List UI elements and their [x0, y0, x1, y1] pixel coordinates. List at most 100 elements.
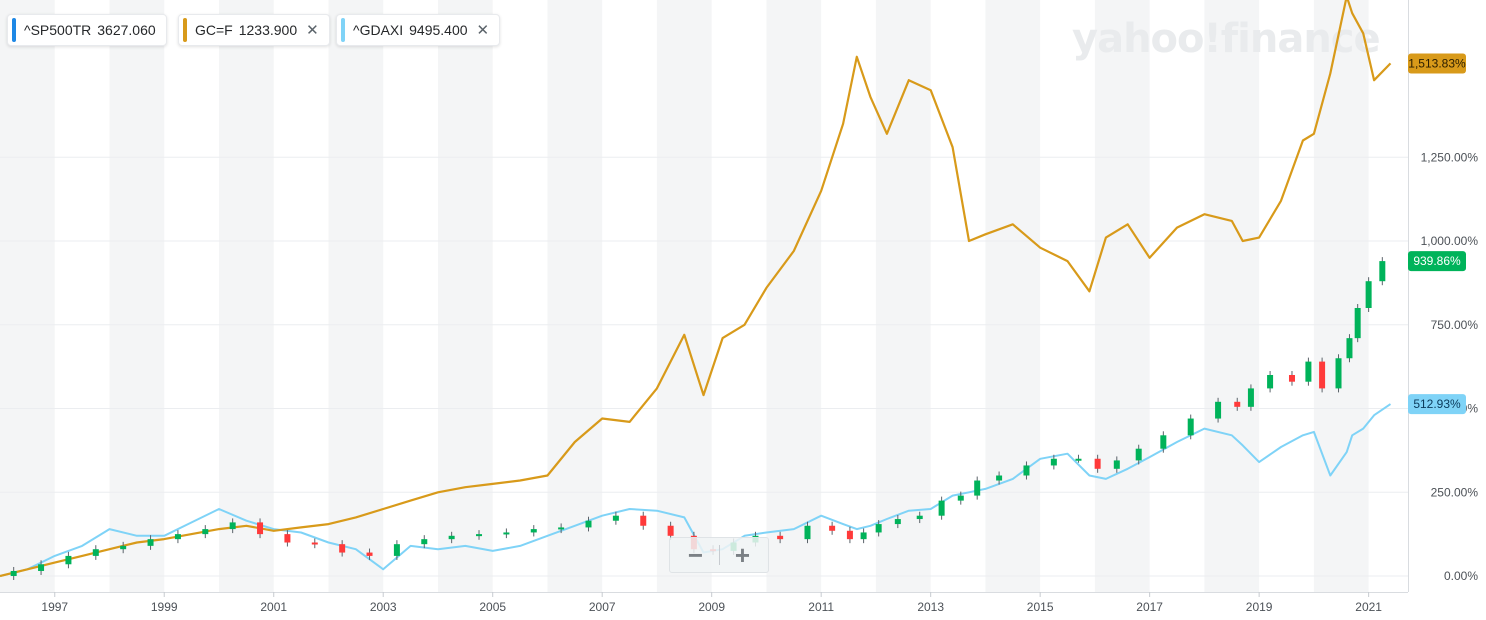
sp500tr-candle: [530, 529, 537, 533]
sp500tr-candle: [92, 549, 99, 556]
sp500tr-candle: [957, 495, 964, 501]
year-band: [985, 0, 1041, 592]
x-tick-label: 2007: [589, 600, 616, 614]
sp500tr-candle: [894, 519, 901, 525]
sp500tr-candle: [1023, 465, 1030, 476]
gcf-last-label: 1,513.83%: [1408, 56, 1466, 70]
x-tick-label: 2003: [370, 600, 397, 614]
x-tick-label: 2015: [1027, 600, 1054, 614]
x-tick-label: 2011: [808, 600, 834, 614]
sp500tr-candle: [667, 525, 674, 536]
legend-symbol: ^SP500TR: [24, 22, 92, 38]
legend-item-gdaxi[interactable]: ^GDAXI 9495.400 ✕: [336, 14, 501, 46]
sp500tr-candle: [1346, 338, 1353, 359]
sp500tr-candle: [448, 535, 455, 540]
x-tick-label: 2019: [1246, 600, 1273, 614]
sp500tr-candle: [1319, 361, 1326, 389]
sp500tr-candle: [202, 529, 209, 535]
sp500tr-candle: [974, 480, 981, 496]
x-tick-label: 2009: [698, 600, 725, 614]
x-tick-label: 2021: [1355, 600, 1382, 614]
sp500tr-candle: [1075, 458, 1082, 461]
y-tick-label: 0.00%: [1444, 569, 1478, 583]
gcf-line: [0, 0, 1392, 578]
y-tick-label: 1,250.00%: [1421, 150, 1479, 164]
sp500tr-candle: [229, 522, 236, 530]
sp500tr-candle: [1288, 375, 1295, 382]
sp500tr-candle: [147, 539, 154, 546]
year-band: [766, 0, 822, 592]
sp500tr-candle: [1094, 458, 1101, 469]
sp500tr-candle: [1354, 308, 1361, 339]
y-tick-label: 1,000.00%: [1421, 234, 1479, 248]
year-band: [656, 0, 712, 592]
sp500tr-candle: [612, 515, 619, 521]
sp500tr-candle: [65, 555, 72, 565]
plot-series: [0, 0, 1392, 580]
legend-item-gold[interactable]: GC=F 1233.900 ✕: [178, 14, 330, 46]
sp500tr-candle: [257, 522, 264, 535]
sp500tr-candle: [1187, 418, 1194, 436]
zoom-out-button[interactable]: −: [687, 540, 704, 570]
sp500tr-candle: [846, 530, 853, 540]
close-icon[interactable]: ✕: [306, 22, 319, 39]
sp500tr-candle: [311, 542, 318, 545]
y-tick-label: 750.00%: [1431, 318, 1479, 332]
gdaxi-last-label: 512.93%: [1413, 397, 1461, 411]
y-tick-label: 250.00%: [1431, 485, 1479, 499]
year-band: [218, 0, 274, 592]
sp500tr-last-label: 939.86%: [1413, 254, 1461, 268]
sp500tr-last-badge: [1408, 251, 1466, 272]
sp500tr-candle: [558, 527, 565, 530]
sp500tr-candle: [174, 534, 181, 540]
x-tick-label: 1997: [41, 600, 68, 614]
year-band: [1204, 0, 1260, 592]
year-band: [437, 0, 493, 592]
year-band: [109, 0, 165, 592]
last-value-badges: 512.93% 1,513.83% 939.86%: [1408, 53, 1466, 415]
year-band: [1094, 0, 1150, 592]
sp500tr-color-swatch: [12, 18, 16, 42]
zoom-in-button[interactable]: +: [734, 540, 751, 570]
sp500tr-candle: [10, 570, 17, 576]
y-axis: 0.00%250.00%500.00%750.00%1,000.00%1,250…: [1421, 150, 1479, 583]
legend-value: 1233.900: [238, 22, 298, 38]
gridlines: [0, 0, 1409, 593]
sp500tr-candle: [1267, 375, 1274, 389]
sp500tr-candle: [1247, 388, 1254, 407]
sp500tr-candle: [777, 535, 784, 540]
sp500tr-candle: [829, 525, 836, 531]
yahoo-finance-watermark: yahoo!finance: [1072, 16, 1380, 62]
gold-color-swatch: [183, 18, 187, 42]
gdaxi-last-badge: [1408, 394, 1466, 415]
sp500tr-candle: [1379, 261, 1386, 282]
sp500tr-candle: [1365, 281, 1372, 308]
sp500tr-candle: [640, 515, 647, 526]
sp500tr-candle: [938, 500, 945, 516]
legend-symbol: ^GDAXI: [353, 22, 404, 38]
sp500tr-candle: [804, 525, 811, 540]
x-axis: 1997 1999 2001 2003 2005 2007 2009 2011 2013 2015…: [41, 592, 1382, 614]
year-bands: [0, 0, 1369, 592]
x-tick-label: 1999: [151, 600, 178, 614]
sp500tr-candle: [1335, 358, 1342, 389]
x-tick-label: 2017: [1136, 600, 1163, 614]
sp500tr-candle: [1234, 401, 1241, 407]
sp500tr-candle: [1135, 448, 1142, 461]
sp500tr-candle: [1050, 458, 1057, 466]
close-icon[interactable]: ✕: [476, 22, 490, 39]
year-band: [328, 0, 384, 592]
legend-item-sp500tr[interactable]: ^SP500TR 3627.060: [7, 14, 167, 46]
x-tick-label: 2005: [479, 600, 506, 614]
sp500tr-candle: [421, 539, 428, 545]
sp500tr-candle: [860, 532, 867, 540]
sp500tr-candle: [366, 552, 373, 556]
sp500tr-candle: [1160, 435, 1167, 449]
year-band: [1313, 0, 1369, 592]
year-band: [0, 0, 55, 592]
sp500tr-candle: [875, 524, 882, 533]
sp500tr-candle: [339, 544, 346, 553]
zoom-control: − +: [669, 537, 769, 573]
